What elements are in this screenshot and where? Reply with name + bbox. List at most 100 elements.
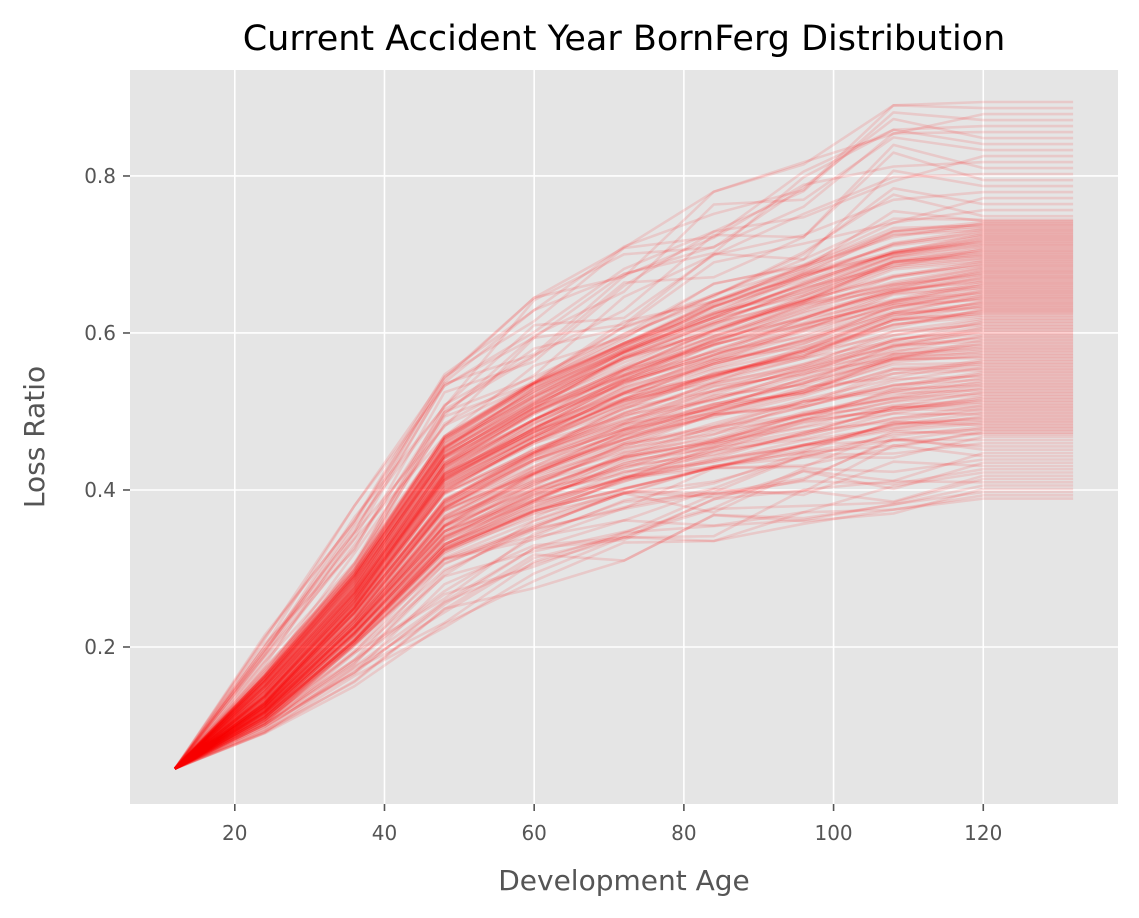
- series-line: [174, 407, 1074, 770]
- series-line: [173, 233, 1074, 770]
- series-line: [174, 341, 1074, 770]
- x-tick-label: 20: [222, 821, 247, 845]
- y-axis-label: Loss Ratio: [18, 366, 51, 508]
- series-line: [174, 301, 1074, 770]
- series-line: [174, 355, 1074, 770]
- series-line: [174, 270, 1074, 770]
- series-line: [174, 460, 1074, 770]
- series-line: [174, 382, 1074, 770]
- series-line: [174, 428, 1074, 770]
- series-line: [174, 303, 1074, 770]
- chart-title: Current Accident Year BornFerg Distribut…: [243, 19, 1006, 59]
- series-line: [173, 237, 1074, 770]
- series-line: [174, 323, 1074, 770]
- series-line: [174, 340, 1074, 770]
- series-line: [174, 292, 1074, 770]
- series-line: [174, 484, 1074, 770]
- series-line: [173, 223, 1074, 770]
- x-tick-label: 80: [671, 821, 696, 845]
- series-line: [174, 314, 1074, 770]
- series-line: [174, 402, 1074, 770]
- x-ticks: 20 40 60 80 100 120: [222, 804, 1002, 845]
- series-line: [173, 230, 1074, 770]
- series-line: [174, 294, 1074, 770]
- series-line: [174, 307, 1074, 770]
- x-axis-label: Development Age: [498, 864, 750, 897]
- series-line: [174, 252, 1074, 770]
- grid: [130, 70, 1118, 804]
- series-line: [174, 259, 1074, 770]
- series-line: [173, 190, 1074, 770]
- series-line: [174, 435, 1074, 770]
- series-line: [174, 285, 1074, 770]
- series-line: [174, 352, 1074, 770]
- series-line: [174, 493, 1074, 770]
- series-line: [174, 359, 1074, 770]
- series-line: [174, 242, 1074, 770]
- series-line: [174, 291, 1074, 770]
- series-line: [174, 405, 1074, 770]
- series-line: [174, 257, 1074, 770]
- series-line: [174, 436, 1074, 770]
- series-line: [174, 458, 1074, 770]
- series-line: [173, 117, 1074, 770]
- series-line: [174, 369, 1074, 770]
- series-line: [174, 334, 1074, 770]
- series-line: [174, 329, 1074, 770]
- series-line: [173, 208, 1074, 770]
- series-line: [173, 243, 1074, 770]
- series-line: [174, 429, 1074, 770]
- series-line: [174, 387, 1074, 770]
- series-line: [174, 279, 1074, 770]
- series-line: [173, 169, 1074, 770]
- series-line: [174, 278, 1074, 770]
- series-line: [174, 417, 1074, 770]
- series-line: [174, 474, 1074, 770]
- series-line: [174, 267, 1074, 770]
- series-line: [174, 370, 1074, 770]
- series-line: [174, 471, 1074, 770]
- series-line: [173, 222, 1074, 770]
- series-line: [174, 376, 1074, 770]
- series-line: [174, 318, 1074, 770]
- series-line: [174, 356, 1074, 770]
- series-line: [174, 346, 1074, 770]
- series-line: [174, 304, 1074, 770]
- series-line: [174, 477, 1074, 770]
- series-line: [174, 426, 1074, 770]
- series-line: [174, 274, 1074, 770]
- series-line: [174, 408, 1074, 770]
- series-line: [174, 353, 1074, 770]
- series-line: [174, 410, 1074, 770]
- x-tick-label: 60: [521, 821, 546, 845]
- series-line: [174, 391, 1074, 770]
- series-line: [174, 388, 1074, 770]
- series-line: [173, 246, 1074, 770]
- series-line: [174, 443, 1074, 770]
- series-line: [174, 266, 1074, 770]
- series-line: [174, 438, 1074, 770]
- series-line: [174, 249, 1074, 770]
- series-line: [174, 467, 1074, 770]
- series-line: [173, 124, 1074, 770]
- series-line: [174, 412, 1074, 770]
- series-line: [174, 258, 1074, 770]
- series-line: [174, 438, 1074, 770]
- series-line: [173, 172, 1074, 770]
- x-tick-label: 40: [372, 821, 397, 845]
- series-line: [174, 378, 1074, 770]
- series-line: [173, 229, 1074, 770]
- series-line: [174, 320, 1074, 770]
- series-line: [174, 312, 1074, 770]
- series-line: [174, 419, 1074, 770]
- series-line: [174, 372, 1074, 770]
- series-line: [174, 400, 1074, 770]
- series-line: [174, 265, 1074, 770]
- series-line: [174, 261, 1074, 770]
- series-line: [174, 451, 1074, 770]
- series-line: [173, 209, 1074, 770]
- series-line: [174, 461, 1074, 770]
- series-line: [174, 384, 1074, 770]
- series-line: [174, 393, 1074, 770]
